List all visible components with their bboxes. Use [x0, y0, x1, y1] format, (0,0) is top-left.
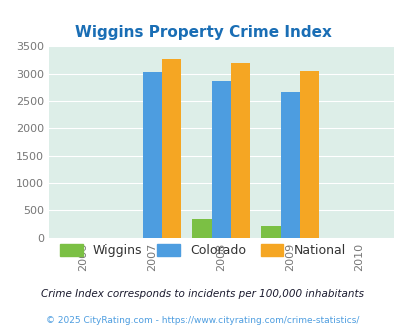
Bar: [142, 73, 162, 238]
Bar: [162, 59, 181, 238]
Bar: [261, 226, 280, 238]
Bar: [192, 219, 211, 238]
Text: © 2025 CityRating.com - https://www.cityrating.com/crime-statistics/: © 2025 CityRating.com - https://www.city…: [46, 316, 359, 325]
Legend: Wiggins, Colorado, National: Wiggins, Colorado, National: [56, 241, 349, 261]
Bar: [299, 71, 318, 238]
Bar: [280, 92, 299, 238]
Bar: [211, 81, 230, 238]
Bar: [230, 63, 249, 238]
Text: Crime Index corresponds to incidents per 100,000 inhabitants: Crime Index corresponds to incidents per…: [41, 289, 364, 299]
Text: Wiggins Property Crime Index: Wiggins Property Crime Index: [75, 25, 330, 41]
